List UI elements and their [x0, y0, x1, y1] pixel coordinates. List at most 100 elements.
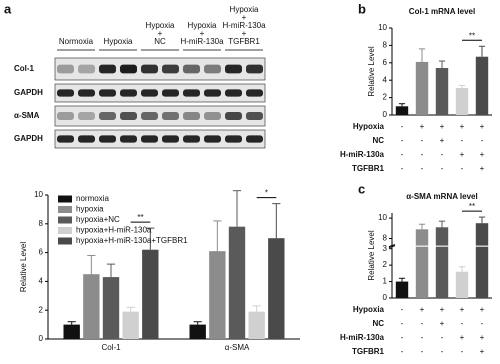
bar [248, 311, 265, 339]
condition-mark: - [401, 150, 404, 159]
blot-band [99, 89, 116, 97]
blot-band [225, 64, 242, 74]
condition-mark: - [461, 136, 464, 145]
condition-mark: + [480, 347, 485, 356]
condition-label: TGFBR1 [352, 164, 385, 173]
condition-mark: - [421, 150, 424, 159]
blot-band [57, 64, 74, 74]
blot-strip [54, 83, 266, 103]
condition-mark: + [480, 333, 485, 342]
chart-title: α-SMA mRNA level [406, 192, 477, 201]
legend-label: hypoxia [76, 205, 104, 214]
condition-label: H-miR-130a [340, 150, 385, 159]
condition-mark: + [460, 333, 465, 342]
blot-band [204, 89, 221, 97]
y-tick-label: 1 [383, 277, 388, 286]
blot-band [246, 89, 263, 97]
condition-mark: - [401, 305, 404, 314]
blot-band [183, 112, 200, 120]
blot-band [183, 89, 200, 97]
blot-band [57, 89, 74, 97]
blot-band [78, 64, 95, 74]
bar [455, 271, 469, 298]
y-tick-label: 8 [383, 234, 388, 243]
blot-band [225, 112, 242, 120]
condition-mark: - [441, 164, 444, 173]
condition-mark: + [440, 122, 445, 131]
blot-band [78, 112, 95, 120]
y-tick-label: 10 [378, 213, 387, 222]
blot-band [99, 135, 116, 143]
panel-letter: b [358, 1, 366, 16]
blot-band [246, 135, 263, 143]
legend-label: hypoxia+H-miR-130a [76, 226, 152, 235]
condition-mark: - [481, 319, 484, 328]
blot-band [141, 112, 158, 120]
blot-band [120, 112, 137, 120]
condition-label: NC [372, 319, 384, 328]
y-tick-label: 2 [39, 305, 44, 314]
blot-row-label: GAPDH [14, 134, 43, 143]
condition-mark: - [421, 164, 424, 173]
blot-band [204, 135, 221, 143]
blot-strip [54, 105, 266, 127]
bar [395, 281, 409, 298]
blot-band [120, 89, 137, 97]
condition-mark: - [401, 347, 404, 356]
break-mark [388, 245, 396, 249]
y-axis-label: Relative Level [367, 46, 376, 96]
condition-mark: + [480, 164, 485, 173]
blot-band [141, 135, 158, 143]
blot-band [204, 64, 221, 74]
condition-label: NC [372, 136, 384, 145]
y-tick-label: 2 [383, 260, 388, 269]
chart-title: Col-1 mRNA level [409, 7, 475, 16]
blot-band [183, 64, 200, 74]
bar [268, 238, 285, 339]
condition-mark: - [441, 333, 444, 342]
bar [142, 249, 159, 339]
bar [228, 226, 246, 339]
bar [435, 227, 449, 298]
bar [475, 56, 489, 115]
legend-swatch [58, 227, 72, 234]
condition-mark: + [480, 122, 485, 131]
blot-band [57, 135, 74, 143]
blot-row-label: α-SMA [14, 111, 40, 120]
legend-swatch [58, 237, 72, 245]
condition-mark: + [480, 305, 485, 314]
y-tick-label: 8 [39, 219, 44, 228]
bar [415, 61, 429, 115]
bar [83, 274, 100, 339]
condition-mark: - [461, 164, 464, 173]
condition-mark: - [401, 122, 404, 131]
break-mark [388, 244, 396, 248]
condition-mark: + [460, 150, 465, 159]
y-tick-label: 4 [383, 75, 388, 84]
y-tick-label: 6 [39, 248, 44, 257]
y-tick-label: 0 [383, 293, 388, 302]
condition-mark: - [421, 136, 424, 145]
blot-band [99, 112, 116, 120]
blot-band [183, 135, 200, 143]
y-axis-label: Relative Level [367, 230, 376, 280]
blot-band [225, 135, 242, 143]
condition-mark: - [401, 319, 404, 328]
significance-label: ** [469, 31, 475, 40]
bar [209, 251, 226, 339]
condition-mark: + [460, 305, 465, 314]
condition-mark: + [440, 136, 445, 145]
condition-mark: - [441, 150, 444, 159]
blot-band [78, 135, 95, 143]
legend-swatch [58, 195, 72, 203]
x-tick-label: α-SMA [225, 343, 250, 352]
panel-letter: c [358, 181, 365, 196]
legend-swatch [58, 216, 72, 224]
condition-mark: - [441, 347, 444, 356]
condition-mark: - [461, 347, 464, 356]
condition-mark: + [460, 122, 465, 131]
blot-group-label: Hypoxia [104, 37, 133, 46]
blot-band [141, 64, 158, 74]
bar [63, 324, 80, 339]
blot-band [99, 64, 116, 74]
